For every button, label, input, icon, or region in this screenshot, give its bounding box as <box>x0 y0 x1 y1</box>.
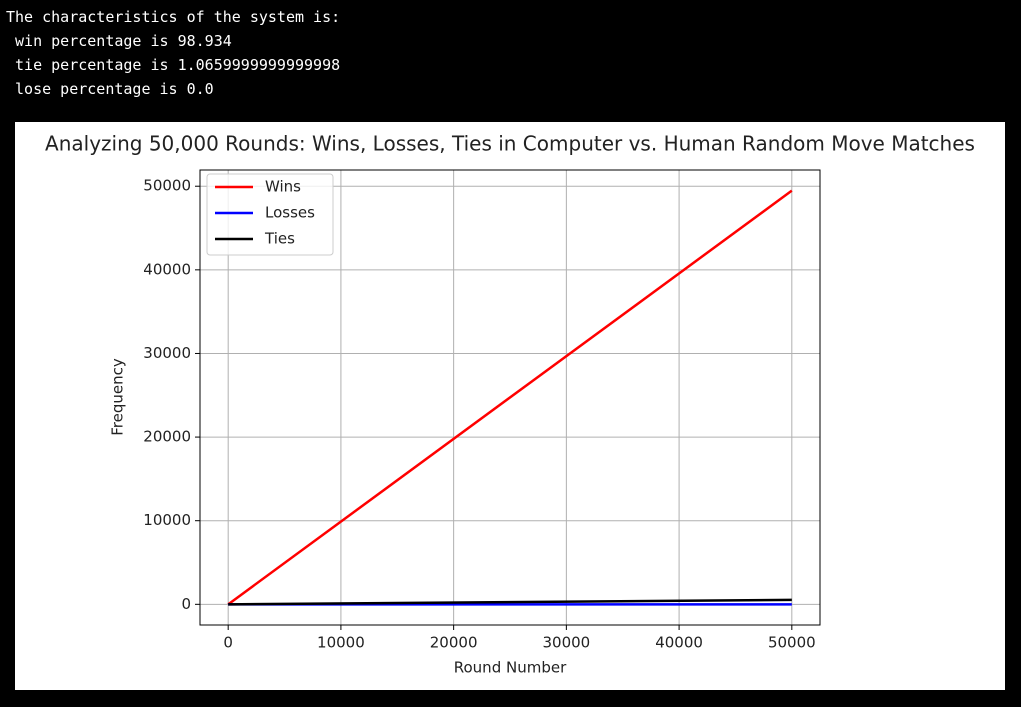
x-tick-label: 0 <box>223 634 233 652</box>
y-tick-label: 20000 <box>143 428 191 446</box>
axes-frame <box>199 169 821 626</box>
legend-label: Wins <box>265 178 301 196</box>
x-tick-label: 30000 <box>543 634 591 652</box>
x-tick-label: 40000 <box>655 634 703 652</box>
chart-title: Analyzing 50,000 Rounds: Wins, Losses, T… <box>45 132 975 156</box>
y-tick-label: 50000 <box>143 177 191 195</box>
console-output: The characteristics of the system is: wi… <box>6 5 340 101</box>
x-axis-label: Round Number <box>454 659 567 677</box>
legend-box <box>206 173 334 256</box>
x-tick-label: 20000 <box>430 634 478 652</box>
console-line: The characteristics of the system is: <box>6 8 341 26</box>
y-tick-label: 0 <box>181 595 191 613</box>
x-tick-label: 10000 <box>317 634 365 652</box>
console-line: win percentage is 98.934 <box>6 32 232 50</box>
legend-label: Losses <box>265 204 315 222</box>
x-tick-label: 50000 <box>768 634 816 652</box>
y-axis-label: Frequency <box>109 358 127 436</box>
y-tick-label: 30000 <box>143 344 191 362</box>
y-tick-label: 40000 <box>143 260 191 278</box>
console-line: lose percentage is 0.0 <box>6 80 214 98</box>
console-line: tie percentage is 1.0659999999999998 <box>6 56 341 74</box>
series-line <box>227 189 793 606</box>
chart: Analyzing 50,000 Rounds: Wins, Losses, T… <box>15 122 1005 690</box>
series-line <box>228 598 792 606</box>
legend-label: Ties <box>264 230 295 248</box>
y-tick-label: 10000 <box>143 511 191 529</box>
